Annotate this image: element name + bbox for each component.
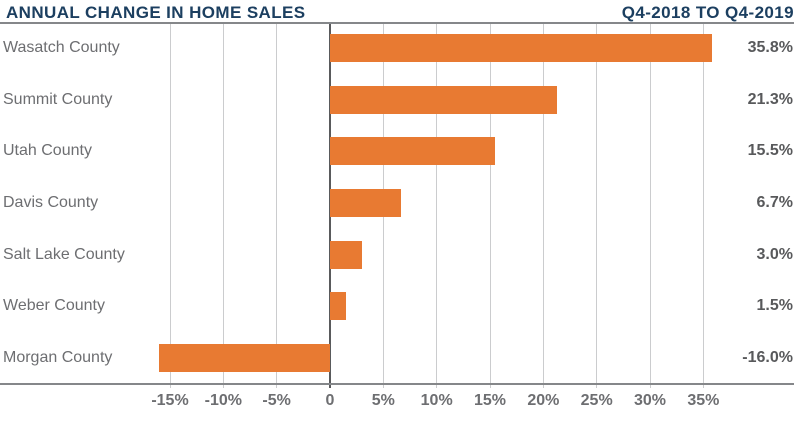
- x-tick-label: 10%: [420, 392, 453, 409]
- category-label: Davis County: [3, 194, 99, 211]
- gridline: [649, 24, 651, 388]
- category-label: Summit County: [3, 90, 113, 108]
- x-tick-label: -15%: [151, 392, 189, 409]
- header-rule: [0, 22, 794, 24]
- bar: [159, 344, 330, 373]
- gridline: [276, 24, 278, 388]
- value-label: 35.8%: [747, 38, 793, 56]
- x-tick-label: 30%: [633, 392, 667, 409]
- gridline: [596, 24, 598, 388]
- x-tick-label: 15%: [473, 392, 507, 409]
- x-tick-label: 20%: [527, 392, 560, 409]
- category-label: Morgan County: [3, 349, 113, 367]
- gridline: [702, 24, 704, 388]
- x-tick-label: -10%: [204, 392, 242, 409]
- value-label: 21.3%: [747, 90, 793, 108]
- chart-subtitle: Q4-2018 TO Q4-2019: [621, 3, 794, 22]
- x-tick-label: 35%: [687, 392, 720, 409]
- category-label: Salt Lake County: [3, 245, 125, 263]
- bar: [330, 85, 558, 114]
- category-label: Weber County: [3, 297, 105, 315]
- bar: [330, 137, 496, 166]
- x-tick-label: -5%: [262, 392, 291, 409]
- x-tick-label: 5%: [371, 392, 395, 409]
- category-label: Wasatch County: [3, 38, 120, 56]
- gridline: [222, 24, 224, 388]
- bar: [330, 292, 346, 321]
- chart-title: ANNUAL CHANGE IN HOME SALES: [6, 3, 306, 22]
- value-label: 15.5%: [747, 142, 793, 160]
- x-tick-label: 0: [325, 392, 335, 409]
- gridline: [489, 24, 491, 388]
- bar: [330, 240, 362, 269]
- x-axis-line: [0, 383, 794, 385]
- gridline: [542, 24, 544, 388]
- gridline: [436, 24, 438, 388]
- gridline: [169, 24, 171, 388]
- bar: [330, 33, 712, 62]
- category-label: Utah County: [3, 142, 92, 160]
- value-label: 6.7%: [756, 194, 793, 211]
- value-label: 3.0%: [756, 245, 793, 263]
- bar: [330, 189, 402, 217]
- x-tick-label: 25%: [580, 392, 613, 409]
- value-label: -16.0%: [742, 349, 793, 367]
- value-label: 1.5%: [756, 297, 793, 315]
